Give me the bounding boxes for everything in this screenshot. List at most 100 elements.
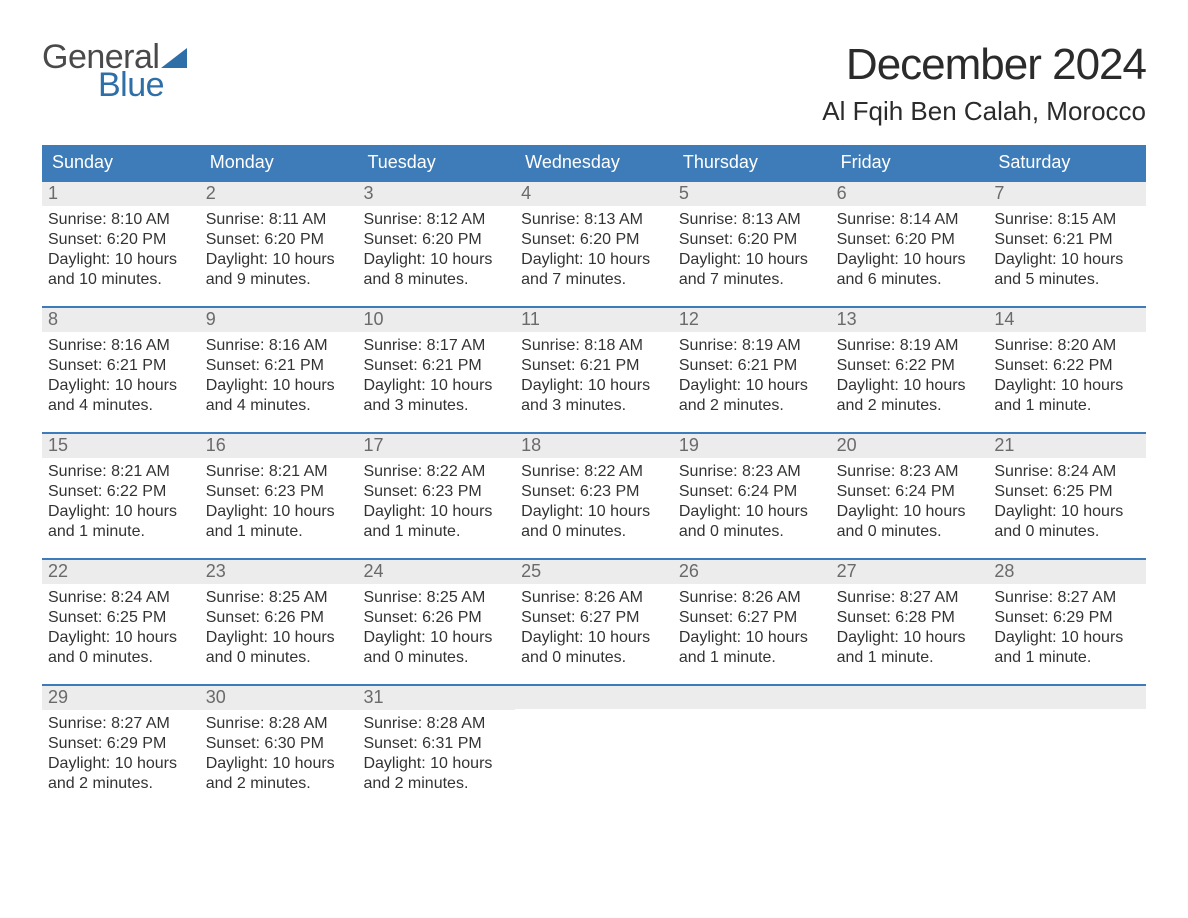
logo-triangle-icon bbox=[161, 48, 187, 68]
calendar-day: 2Sunrise: 8:11 AMSunset: 6:20 PMDaylight… bbox=[200, 180, 358, 290]
sunrise-text: Sunrise: 8:16 AM bbox=[206, 336, 352, 356]
calendar-day: 11Sunrise: 8:18 AMSunset: 6:21 PMDayligh… bbox=[515, 306, 673, 416]
calendar-day: 5Sunrise: 8:13 AMSunset: 6:20 PMDaylight… bbox=[673, 180, 831, 290]
day-details: Sunrise: 8:23 AMSunset: 6:24 PMDaylight:… bbox=[831, 458, 989, 542]
daylight-text: Daylight: 10 hours and 2 minutes. bbox=[363, 754, 509, 794]
day-number: 18 bbox=[515, 432, 673, 458]
day-number bbox=[988, 684, 1146, 709]
day-details: Sunrise: 8:17 AMSunset: 6:21 PMDaylight:… bbox=[357, 332, 515, 416]
calendar-day: 19Sunrise: 8:23 AMSunset: 6:24 PMDayligh… bbox=[673, 432, 831, 542]
sunset-text: Sunset: 6:21 PM bbox=[206, 356, 352, 376]
day-details: Sunrise: 8:26 AMSunset: 6:27 PMDaylight:… bbox=[673, 584, 831, 668]
sunset-text: Sunset: 6:21 PM bbox=[363, 356, 509, 376]
day-number bbox=[673, 684, 831, 709]
sunrise-text: Sunrise: 8:23 AM bbox=[679, 462, 825, 482]
daylight-text: Daylight: 10 hours and 0 minutes. bbox=[837, 502, 983, 542]
sunset-text: Sunset: 6:21 PM bbox=[521, 356, 667, 376]
calendar-body: 1Sunrise: 8:10 AMSunset: 6:20 PMDaylight… bbox=[42, 180, 1146, 794]
weekday-header: Thursday bbox=[673, 145, 831, 180]
weekday-header: Tuesday bbox=[357, 145, 515, 180]
daylight-text: Daylight: 10 hours and 6 minutes. bbox=[837, 250, 983, 290]
sunrise-text: Sunrise: 8:17 AM bbox=[363, 336, 509, 356]
sunset-text: Sunset: 6:29 PM bbox=[48, 734, 194, 754]
sunset-text: Sunset: 6:30 PM bbox=[206, 734, 352, 754]
sunset-text: Sunset: 6:20 PM bbox=[679, 230, 825, 250]
weekday-header-row: SundayMondayTuesdayWednesdayThursdayFrid… bbox=[42, 145, 1146, 180]
calendar-day bbox=[831, 684, 989, 794]
daylight-text: Daylight: 10 hours and 0 minutes. bbox=[994, 502, 1140, 542]
day-number: 7 bbox=[988, 180, 1146, 206]
sunset-text: Sunset: 6:24 PM bbox=[837, 482, 983, 502]
day-number: 24 bbox=[357, 558, 515, 584]
day-details: Sunrise: 8:27 AMSunset: 6:29 PMDaylight:… bbox=[42, 710, 200, 794]
calendar-day: 28 Sunrise: 8:27 AMSunset: 6:29 PMDayligh… bbox=[988, 558, 1146, 668]
day-number: 12 bbox=[673, 306, 831, 332]
day-number: 10 bbox=[357, 306, 515, 332]
daylight-text: Daylight: 10 hours and 2 minutes. bbox=[48, 754, 194, 794]
calendar-day: 8Sunrise: 8:16 AMSunset: 6:21 PMDaylight… bbox=[42, 306, 200, 416]
calendar-day: 20Sunrise: 8:23 AMSunset: 6:24 PMDayligh… bbox=[831, 432, 989, 542]
calendar-day: 7Sunrise: 8:15 AMSunset: 6:21 PMDaylight… bbox=[988, 180, 1146, 290]
day-number: 3 bbox=[357, 180, 515, 206]
day-number: 19 bbox=[673, 432, 831, 458]
day-details: Sunrise: 8:14 AMSunset: 6:20 PMDaylight:… bbox=[831, 206, 989, 290]
daylight-text: Daylight: 10 hours and 10 minutes. bbox=[48, 250, 194, 290]
sunrise-text: Sunrise: 8:13 AM bbox=[521, 210, 667, 230]
daylight-text: Daylight: 10 hours and 0 minutes. bbox=[48, 628, 194, 668]
calendar-week: 29Sunrise: 8:27 AMSunset: 6:29 PMDayligh… bbox=[42, 684, 1146, 794]
daylight-text: Daylight: 10 hours and 0 minutes. bbox=[679, 502, 825, 542]
day-details: Sunrise: 8:27 AMSunset: 6:28 PMDaylight:… bbox=[831, 584, 989, 668]
daylight-text: Daylight: 10 hours and 7 minutes. bbox=[521, 250, 667, 290]
day-details: Sunrise: 8:25 AMSunset: 6:26 PMDaylight:… bbox=[357, 584, 515, 668]
calendar: SundayMondayTuesdayWednesdayThursdayFrid… bbox=[42, 145, 1146, 794]
daylight-text: Daylight: 10 hours and 2 minutes. bbox=[679, 376, 825, 416]
daylight-text: Daylight: 10 hours and 1 minute. bbox=[363, 502, 509, 542]
day-number bbox=[831, 684, 989, 709]
sunset-text: Sunset: 6:27 PM bbox=[679, 608, 825, 628]
sunrise-text: Sunrise: 8:28 AM bbox=[363, 714, 509, 734]
day-number: 23 bbox=[200, 558, 358, 584]
daylight-text: Daylight: 10 hours and 1 minute. bbox=[994, 628, 1140, 668]
day-details: Sunrise: 8:23 AMSunset: 6:24 PMDaylight:… bbox=[673, 458, 831, 542]
day-number: 15 bbox=[42, 432, 200, 458]
calendar-day: 23Sunrise: 8:25 AMSunset: 6:26 PMDayligh… bbox=[200, 558, 358, 668]
sunrise-text: Sunrise: 8:27 AM bbox=[994, 588, 1140, 608]
sunset-text: Sunset: 6:29 PM bbox=[994, 608, 1140, 628]
calendar-week: 22Sunrise: 8:24 AMSunset: 6:25 PMDayligh… bbox=[42, 558, 1146, 668]
day-details: Sunrise: 8:10 AMSunset: 6:20 PMDaylight:… bbox=[42, 206, 200, 290]
day-number: 22 bbox=[42, 558, 200, 584]
sunset-text: Sunset: 6:28 PM bbox=[837, 608, 983, 628]
sunset-text: Sunset: 6:20 PM bbox=[363, 230, 509, 250]
calendar-day: 16Sunrise: 8:21 AMSunset: 6:23 PMDayligh… bbox=[200, 432, 358, 542]
day-details: Sunrise: 8:16 AMSunset: 6:21 PMDaylight:… bbox=[42, 332, 200, 416]
sunset-text: Sunset: 6:22 PM bbox=[837, 356, 983, 376]
calendar-day: 25Sunrise: 8:26 AMSunset: 6:27 PMDayligh… bbox=[515, 558, 673, 668]
calendar-week: 1Sunrise: 8:10 AMSunset: 6:20 PMDaylight… bbox=[42, 180, 1146, 290]
day-details: Sunrise: 8:25 AMSunset: 6:26 PMDaylight:… bbox=[200, 584, 358, 668]
day-number: 29 bbox=[42, 684, 200, 710]
calendar-day: 6Sunrise: 8:14 AMSunset: 6:20 PMDaylight… bbox=[831, 180, 989, 290]
sunset-text: Sunset: 6:25 PM bbox=[994, 482, 1140, 502]
calendar-day: 14Sunrise: 8:20 AMSunset: 6:22 PMDayligh… bbox=[988, 306, 1146, 416]
day-details: Sunrise: 8:19 AMSunset: 6:21 PMDaylight:… bbox=[673, 332, 831, 416]
calendar-day: 21Sunrise: 8:24 AMSunset: 6:25 PMDayligh… bbox=[988, 432, 1146, 542]
day-number: 28 bbox=[988, 558, 1146, 584]
calendar-day bbox=[515, 684, 673, 794]
daylight-text: Daylight: 10 hours and 1 minute. bbox=[48, 502, 194, 542]
sunrise-text: Sunrise: 8:26 AM bbox=[521, 588, 667, 608]
sunset-text: Sunset: 6:20 PM bbox=[48, 230, 194, 250]
daylight-text: Daylight: 10 hours and 2 minutes. bbox=[837, 376, 983, 416]
daylight-text: Daylight: 10 hours and 1 minute. bbox=[837, 628, 983, 668]
calendar-day: 1Sunrise: 8:10 AMSunset: 6:20 PMDaylight… bbox=[42, 180, 200, 290]
day-details: Sunrise: 8:15 AMSunset: 6:21 PMDaylight:… bbox=[988, 206, 1146, 290]
daylight-text: Daylight: 10 hours and 4 minutes. bbox=[206, 376, 352, 416]
daylight-text: Daylight: 10 hours and 1 minute. bbox=[994, 376, 1140, 416]
sunrise-text: Sunrise: 8:13 AM bbox=[679, 210, 825, 230]
calendar-day bbox=[673, 684, 831, 794]
calendar-day: 10Sunrise: 8:17 AMSunset: 6:21 PMDayligh… bbox=[357, 306, 515, 416]
sunrise-text: Sunrise: 8:28 AM bbox=[206, 714, 352, 734]
calendar-day: 3Sunrise: 8:12 AMSunset: 6:20 PMDaylight… bbox=[357, 180, 515, 290]
day-number: 2 bbox=[200, 180, 358, 206]
page-title: December 2024 bbox=[822, 40, 1146, 90]
calendar-day: 30Sunrise: 8:28 AMSunset: 6:30 PMDayligh… bbox=[200, 684, 358, 794]
